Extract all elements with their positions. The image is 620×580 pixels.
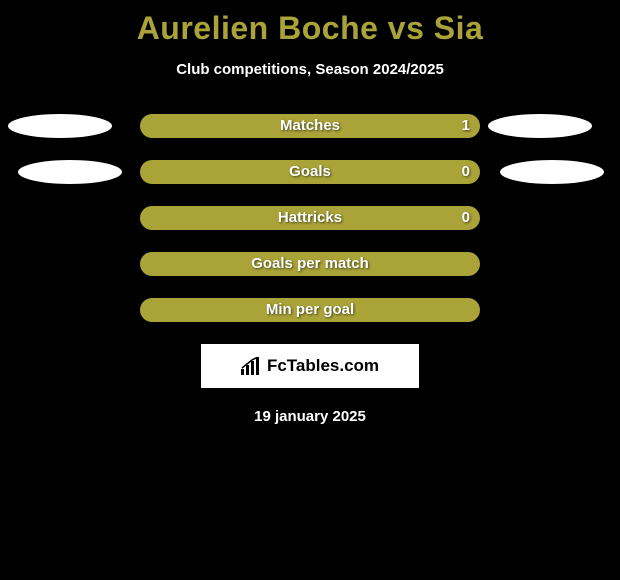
stat-label: Hattricks [140, 206, 480, 230]
stat-row: Goals per match [0, 252, 620, 276]
barchart-icon [241, 357, 263, 375]
stat-value: 0 [462, 160, 470, 184]
page-subtitle: Club competitions, Season 2024/2025 [0, 61, 620, 78]
logo-text: FcTables.com [267, 356, 379, 376]
stat-value: 1 [462, 114, 470, 138]
date-text: 19 january 2025 [0, 408, 620, 425]
stat-row: Hattricks 0 [0, 206, 620, 230]
stat-label: Min per goal [140, 298, 480, 322]
logo: FcTables.com [241, 356, 379, 376]
stat-row: Goals 0 [0, 160, 620, 184]
page-title: Aurelien Boche vs Sia [0, 0, 620, 47]
stat-label: Goals per match [140, 252, 480, 276]
stats-area: Matches 1 Goals 0 Hattricks 0 Goals per … [0, 114, 620, 322]
logo-box: FcTables.com [201, 344, 419, 388]
stat-value: 0 [462, 206, 470, 230]
stat-row: Min per goal [0, 298, 620, 322]
stat-label: Goals [140, 160, 480, 184]
stat-label: Matches [140, 114, 480, 138]
stat-row: Matches 1 [0, 114, 620, 138]
